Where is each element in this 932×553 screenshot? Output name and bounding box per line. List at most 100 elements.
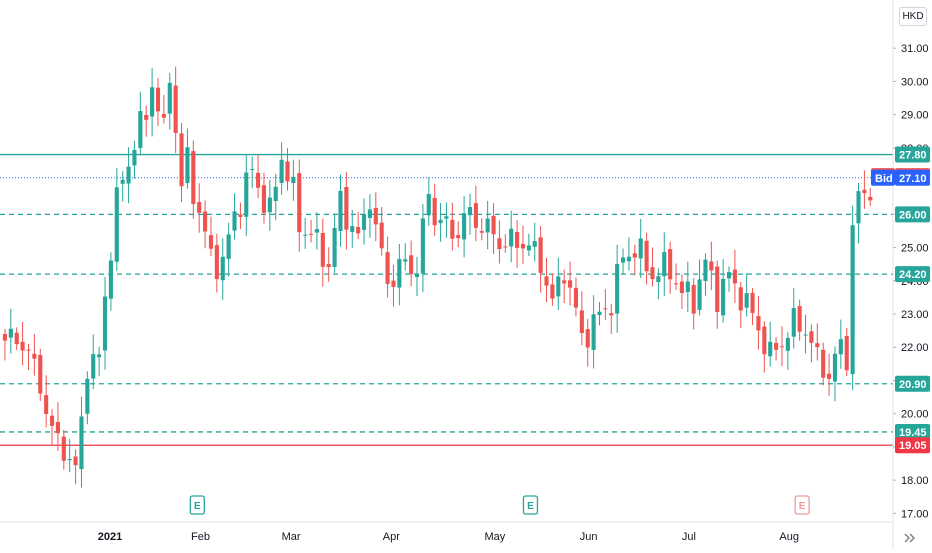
candle-body [815,343,820,348]
candle-body [703,259,708,281]
candle-body [827,373,832,379]
candle-body [673,283,679,285]
candle-body [91,354,96,379]
candle-body [208,235,214,249]
candle-body [862,189,867,194]
candle-body [785,337,790,351]
candle-body [167,82,172,114]
candle-body [73,456,78,466]
candle-body [273,186,278,202]
candle-body [868,196,873,201]
candle-body [597,311,602,316]
horizontal-levels [0,153,893,446]
candle-body [191,151,196,204]
candle-body [609,313,614,316]
earnings-marker[interactable]: E [522,495,539,515]
candle-body [444,216,449,219]
candle-body [373,207,378,225]
candle-body [509,228,514,247]
candle-body [379,222,384,249]
y-tick-label: 22.00 [901,342,929,354]
candle-body [656,276,661,283]
price-tags: 27.8026.0024.2020.9019.4519.0527.15Ask27… [871,146,930,454]
candle-body [550,284,555,299]
candle-body [603,308,608,310]
candle-body [132,149,137,166]
candle-body [691,284,696,314]
earnings-marker[interactable]: E [189,495,205,515]
candle-body [679,281,684,294]
x-tick-label: Jul [682,531,696,543]
candle-body [662,252,667,277]
level-tag-text: 27.80 [899,150,927,162]
candle-body [626,256,631,262]
candle-body [85,378,90,414]
candle-body [97,354,102,358]
candle-body [55,421,60,434]
earnings-marker-box [189,495,205,515]
candle-body [768,341,773,357]
earnings-marker[interactable]: E [794,495,810,515]
x-tick-label: Apr [383,531,400,543]
candle-body [644,240,649,272]
candle-body [267,197,272,213]
candle-body [285,161,290,182]
candle-body [114,187,119,262]
candle-body [155,87,161,112]
x-tick-label: 2021 [98,531,122,543]
candle-body [308,233,314,235]
candle-body [238,214,243,218]
candle-body [838,339,843,355]
candle-body [2,333,8,341]
candle-body [279,159,284,183]
candle-body [291,176,296,184]
candle-body [650,267,655,280]
candle-body [385,252,390,284]
candle-body [297,173,302,233]
candle-body [138,111,143,149]
candle-body [197,202,202,213]
candle-body [809,331,814,343]
candle-body [632,253,637,258]
candle-body [108,260,113,299]
candle-body [126,166,131,184]
candle-body [61,436,66,461]
level-tag-text: 24.20 [899,269,927,281]
candle-body [856,191,861,224]
candles [2,66,873,488]
candle-body [744,293,749,308]
candle-body [821,349,826,378]
candle-body [756,316,761,331]
candle-body [173,85,178,133]
candle-body [326,263,331,268]
candle-body [356,226,361,234]
candle-body [391,280,396,287]
y-tick-label: 30.00 [901,76,929,88]
candle-body [102,296,108,351]
candle-body [150,87,155,117]
bid-label-tag-text: Bid [875,173,893,185]
candle-body [8,328,13,338]
candle-body [791,308,796,337]
candle-body [256,172,261,188]
currency-label[interactable]: HKD [899,7,927,26]
x-tick-label: Jun [580,531,598,543]
candle-body [49,415,55,426]
level-tag-bg [895,375,930,392]
candle-body [715,266,720,312]
candle-body [232,211,237,231]
earnings-marker-box [794,495,810,515]
candle-body [144,114,149,120]
level-tag-bg [895,437,930,454]
candle-body [485,218,490,233]
candle-body [532,241,537,247]
go-to-realtime-button[interactable] [896,528,926,548]
candle-body [414,273,420,278]
candle-body [479,231,484,233]
candle-body [832,353,838,382]
x-tick-label: May [484,531,505,543]
earnings-marker-label: E [799,501,806,512]
